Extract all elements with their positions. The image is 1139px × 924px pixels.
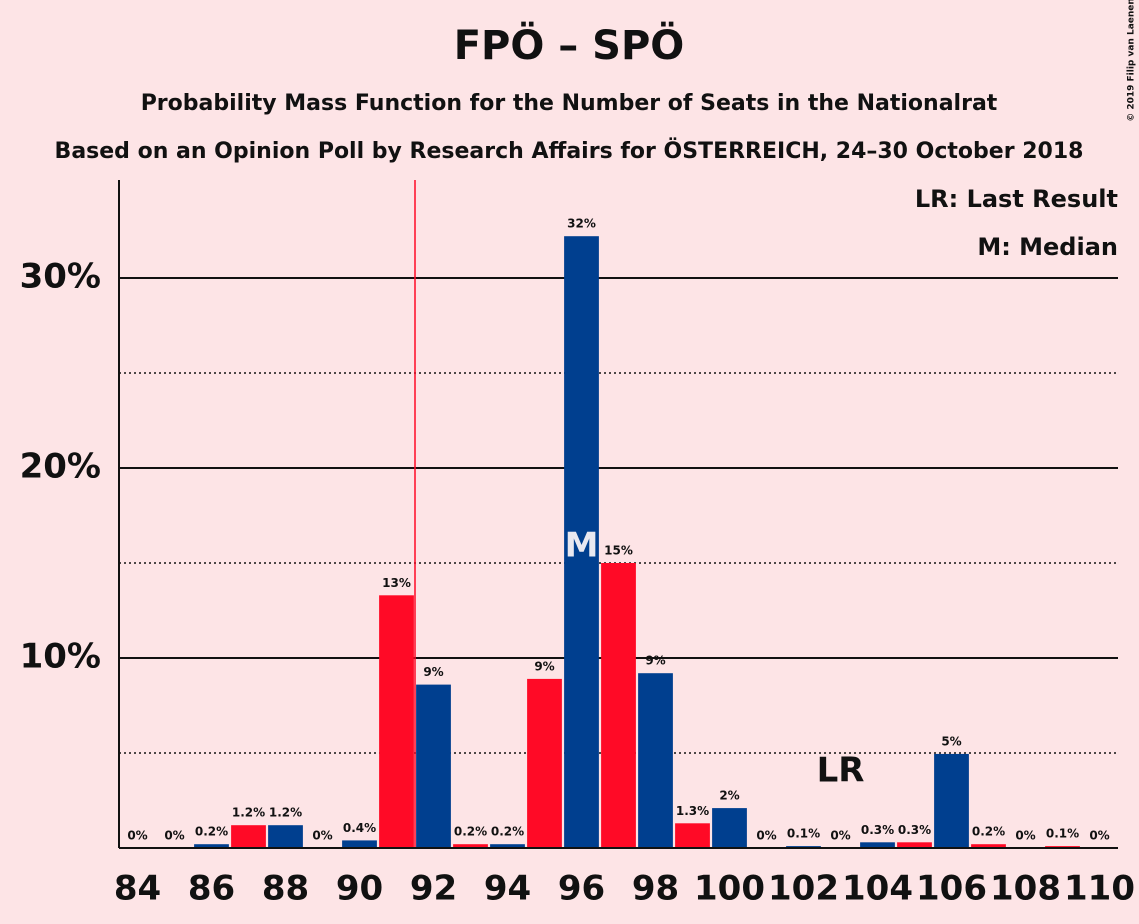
- y-tick-label: 10%: [20, 637, 101, 677]
- x-tick-label: 100: [694, 869, 765, 909]
- value-label: 0.1%: [787, 827, 820, 841]
- value-label: 2%: [719, 789, 739, 803]
- value-label: 15%: [604, 544, 633, 558]
- median-marker: M: [565, 526, 599, 566]
- x-tick-label: 90: [336, 869, 383, 909]
- value-label: 9%: [534, 659, 554, 673]
- x-tick-label: 102: [768, 869, 839, 909]
- bar: [416, 684, 451, 848]
- x-tick-label: 104: [842, 869, 913, 909]
- bar: [453, 844, 488, 848]
- value-label: 0%: [1089, 829, 1109, 843]
- x-tick-label: 94: [484, 869, 531, 909]
- y-tick-label: 30%: [20, 257, 101, 297]
- bar: [897, 842, 932, 848]
- value-label: 13%: [382, 576, 411, 590]
- bar: [712, 808, 747, 848]
- value-label: 1.3%: [676, 804, 709, 818]
- value-label: 0.2%: [491, 825, 524, 839]
- value-label: 0%: [164, 829, 184, 843]
- value-label: 0.2%: [454, 825, 487, 839]
- value-label: 0%: [756, 829, 776, 843]
- bar: [601, 563, 636, 848]
- bar: [860, 842, 895, 848]
- bar: [342, 840, 377, 848]
- y-tick-label: 20%: [20, 447, 101, 487]
- subtitle: Based on an Opinion Poll by Research Aff…: [55, 138, 1084, 164]
- value-label: 0%: [312, 829, 332, 843]
- bar: [231, 825, 266, 848]
- value-label: 9%: [645, 654, 665, 668]
- x-tick-label: 108: [990, 869, 1061, 909]
- value-label: 0.2%: [972, 825, 1005, 839]
- value-label: 1.2%: [232, 806, 265, 820]
- x-tick-label: 98: [632, 869, 679, 909]
- x-tick-label: 84: [114, 869, 161, 909]
- x-tick-label: 96: [558, 869, 605, 909]
- bar: [675, 823, 710, 848]
- value-label: 5%: [941, 734, 961, 748]
- x-tick-label: 86: [188, 869, 235, 909]
- value-label: 0.1%: [1046, 827, 1079, 841]
- x-tick-label: 88: [262, 869, 309, 909]
- credit: © 2019 Filip van Laenen: [1127, 0, 1137, 122]
- legend-entry: LR: Last Result: [915, 185, 1118, 213]
- value-label: 9%: [423, 665, 443, 679]
- value-label: 0.4%: [343, 821, 376, 835]
- value-label: 0%: [1015, 829, 1035, 843]
- bar: [934, 753, 969, 848]
- value-label: 0%: [830, 829, 850, 843]
- value-label: 32%: [567, 217, 596, 231]
- x-tick-label: 110: [1064, 869, 1135, 909]
- bar: [194, 844, 229, 848]
- legend-entry: M: Median: [977, 233, 1118, 261]
- bar: [490, 844, 525, 848]
- subtitle: Probability Mass Function for the Number…: [141, 91, 998, 116]
- chart-title: FPÖ – SPÖ: [454, 21, 685, 69]
- value-label: 0.3%: [898, 823, 931, 837]
- bar: [564, 236, 599, 848]
- bar: [268, 825, 303, 848]
- value-label: 0%: [127, 829, 147, 843]
- last-result-marker: LR: [817, 751, 865, 791]
- bar: [527, 678, 562, 848]
- value-label: 0.3%: [861, 823, 894, 837]
- value-label: 0.2%: [195, 825, 228, 839]
- bar: [638, 673, 673, 848]
- x-tick-label: 92: [410, 869, 457, 909]
- value-label: 1.2%: [269, 806, 302, 820]
- bar: [971, 844, 1006, 848]
- bar: [379, 595, 414, 848]
- x-tick-label: 106: [916, 869, 987, 909]
